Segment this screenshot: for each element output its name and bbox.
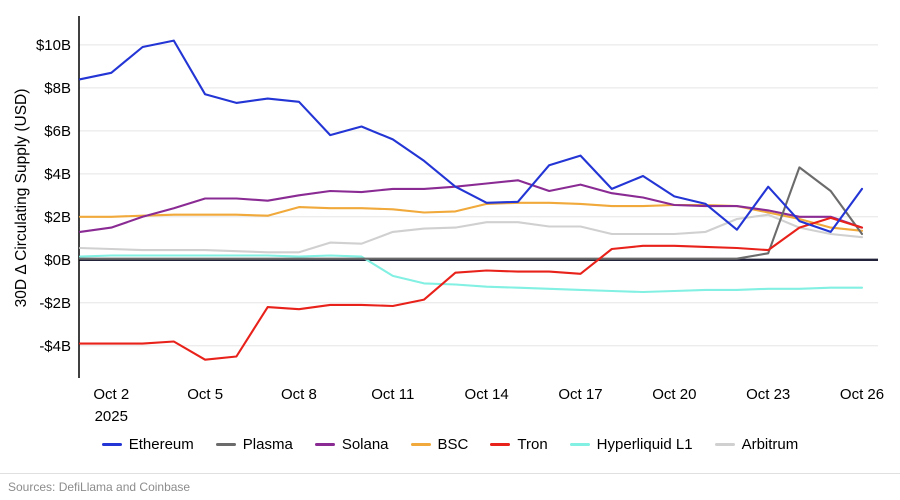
legend-swatch-arbitrum [714, 443, 735, 446]
y-tick-label: $2B [44, 209, 71, 226]
x-tick-label: Oct 20 [652, 386, 696, 403]
legend-label: Arbitrum [741, 436, 799, 453]
legend-label: Tron [517, 436, 548, 453]
legend-label: Hyperliquid L1 [596, 436, 693, 453]
line-chart-canvas[interactable]: $10B $8B $6B $4B $2B $0B -$2B -$4B Oct 2 2025 Oct … [0, 0, 900, 430]
legend-item-tron[interactable]: Tron [490, 436, 548, 453]
legend-label: BSC [437, 436, 469, 453]
series-line-ethereum [78, 39, 864, 233]
series-line-tron [78, 216, 864, 361]
series-line-hyperliquid-l1 [78, 254, 864, 294]
x-tick-label: Oct 5 [187, 386, 223, 403]
legend-item-hyperliquid-l1[interactable]: Hyperliquid L1 [569, 436, 693, 453]
legend-label: Ethereum [128, 436, 194, 453]
x-tick-label: Oct 8 [281, 386, 317, 403]
y-tick-label: $0B [44, 252, 71, 269]
y-tick-label: $6B [44, 123, 71, 140]
x-tick-label: Oct 11 [371, 386, 414, 403]
legend-item-plasma[interactable]: Plasma [215, 436, 293, 453]
legend-swatch-plasma [215, 443, 236, 446]
y-tick-label: $4B [44, 166, 71, 183]
chart-legend: Ethereum Plasma Solana BSC Tron Hyperliquid L… [0, 436, 900, 453]
x-tick-label: Oct 14 [465, 386, 509, 403]
legend-label: Plasma [242, 436, 293, 453]
x-tick-label: Oct 23 [746, 386, 790, 403]
legend-swatch-solana [314, 443, 335, 446]
legend-swatch-bsc [410, 443, 431, 446]
legend-item-solana[interactable]: Solana [314, 436, 389, 453]
series-line-plasma [78, 166, 864, 260]
x-tick-year-label: 2025 [95, 408, 128, 425]
y-tick-label: -$4B [39, 338, 71, 355]
y-tick-label: $10B [36, 37, 71, 54]
legend-swatch-hyperliquid-l1 [569, 443, 590, 446]
legend-swatch-ethereum [101, 443, 122, 446]
footer: Sources: DefiLlama and Coinbase [0, 473, 900, 494]
legend-label: Solana [341, 436, 389, 453]
x-tick-label: Oct 26 [840, 386, 884, 403]
series-line-solana [78, 179, 864, 233]
legend-item-arbitrum[interactable]: Arbitrum [714, 436, 799, 453]
legend-item-bsc[interactable]: BSC [410, 436, 469, 453]
sources-note: Sources: DefiLlama and Coinbase [8, 480, 191, 494]
x-tick-label: Oct 2 [93, 386, 129, 403]
x-tick-label: Oct 17 [558, 386, 602, 403]
series-line-arbitrum [78, 213, 864, 254]
legend-swatch-tron [490, 443, 511, 446]
legend-item-ethereum[interactable]: Ethereum [101, 436, 194, 453]
y-tick-label: -$2B [39, 295, 71, 312]
y-tick-label: $8B [44, 80, 71, 97]
